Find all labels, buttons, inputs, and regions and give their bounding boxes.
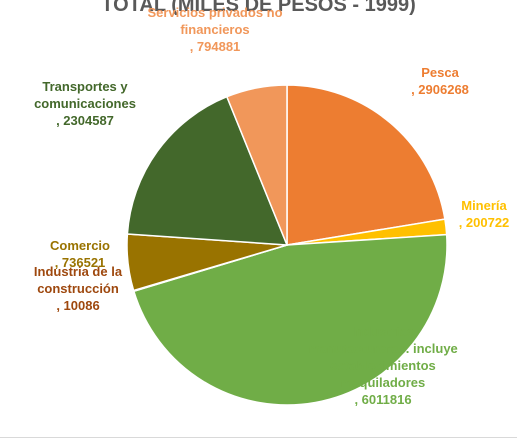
chart-title: TOTAL (MILES DE PESOS - 1999): [101, 0, 416, 16]
label-name: Pesca: [421, 65, 459, 80]
pie-slice: [126, 95, 289, 246]
data-label: Pesca , 2906268: [380, 64, 500, 98]
label-name: Industria de la construcción: [33, 264, 123, 296]
label-name: Servicios privados no financieros: [147, 5, 283, 37]
label-name: Industrias manufactureras. incluye estab…: [308, 324, 458, 390]
label-value: , 2906268: [411, 82, 469, 97]
pie-slice: [286, 84, 446, 246]
label-name: Comercio: [50, 238, 110, 253]
label-value: , 794881: [189, 39, 241, 54]
label-name: Minería: [461, 198, 507, 213]
label-name: Transportes y comunicaciones: [34, 79, 136, 111]
data-label: Industrias manufactureras. incluye estab…: [308, 323, 458, 408]
data-label: Industria de la construcción , 10086: [8, 263, 148, 314]
pie-slice: [225, 84, 288, 246]
label-value: , 736521: [54, 255, 106, 270]
label-value: , 200722: [458, 215, 510, 230]
data-label: Servicios privados no financieros , 79488…: [140, 4, 290, 55]
pie-slice: [132, 233, 448, 406]
data-label: Minería , 200722: [449, 197, 517, 231]
data-label: Comercio , 736521: [30, 237, 130, 271]
data-label: Transportes y comunicaciones , 2304587: [10, 78, 160, 129]
label-value: , 10086: [56, 298, 100, 313]
label-value: , 6011816: [354, 392, 412, 407]
label-value: , 2304587: [56, 113, 114, 128]
